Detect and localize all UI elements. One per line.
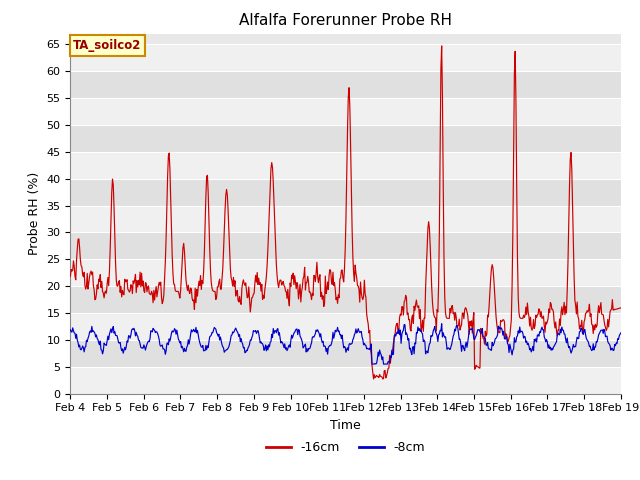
Bar <box>70 98 621 125</box>
Bar <box>70 125 621 152</box>
Bar <box>70 232 621 259</box>
X-axis label: Time: Time <box>330 419 361 432</box>
Bar <box>70 367 621 394</box>
Legend: -16cm, -8cm: -16cm, -8cm <box>260 436 431 459</box>
Bar <box>70 340 621 367</box>
Bar <box>70 286 621 313</box>
Bar <box>70 313 621 340</box>
Bar <box>70 179 621 205</box>
Y-axis label: Probe RH (%): Probe RH (%) <box>28 172 41 255</box>
Bar <box>70 44 621 71</box>
Title: Alfalfa Forerunner Probe RH: Alfalfa Forerunner Probe RH <box>239 13 452 28</box>
Bar <box>70 259 621 286</box>
Bar <box>70 205 621 232</box>
Bar <box>70 71 621 98</box>
Bar <box>70 152 621 179</box>
Text: TA_soilco2: TA_soilco2 <box>73 39 141 52</box>
